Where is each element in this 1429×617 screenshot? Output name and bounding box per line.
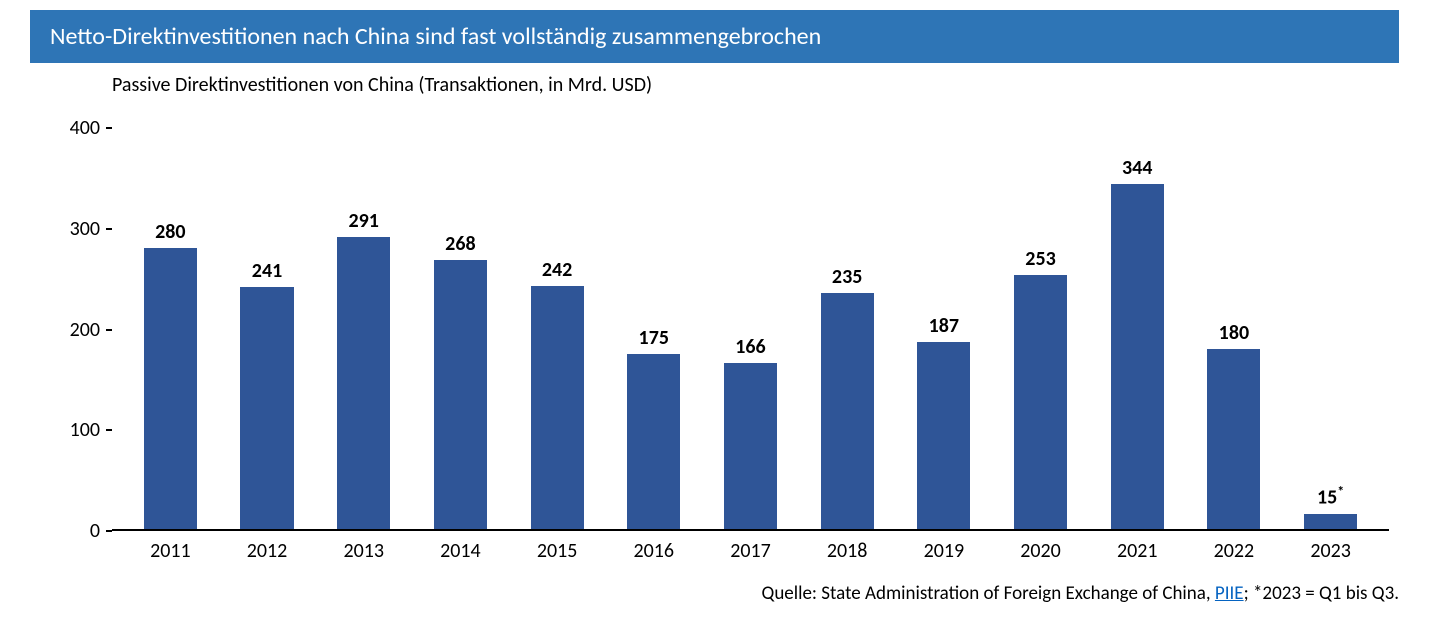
bar-slot: 175 [605,128,702,529]
bar-value-label: 180 [1219,321,1249,345]
y-tick-mark [106,429,112,431]
bar: 253 [1014,275,1067,529]
y-tick-label: 0 [30,519,100,543]
bar-value-label: 187 [929,314,959,338]
y-tick-label: 300 [30,217,100,241]
bar-slot: 15* [1282,128,1379,529]
y-tick-label: 100 [30,418,100,442]
bar-slot: 344 [1089,128,1186,529]
bar-slot: 242 [509,128,606,529]
bar: 175 [627,354,680,529]
bar-value-label: 242 [542,258,572,282]
x-tick-label: 2013 [315,535,412,567]
x-tick-label: 2016 [605,535,702,567]
bar-slot: 241 [219,128,316,529]
x-tick-label: 2022 [1186,535,1283,567]
bar-value-label: 166 [735,335,765,359]
bar-value-label: 15* [1317,483,1344,510]
bar-slot: 235 [799,128,896,529]
bar-slot: 253 [992,128,1089,529]
bars-container: 280 241 291 268 242 175 166 235 187 253 344 180 15* [112,128,1389,529]
x-tick-label: 2018 [799,535,896,567]
bar: 166 [724,363,777,529]
chart-title-bar: Netto-Direktinvestitionen nach China sin… [30,10,1399,63]
bar-value-label: 291 [348,209,378,233]
bar: 187 [917,342,970,529]
x-tick-label: 2020 [992,535,1089,567]
plot-area: 280 241 291 268 242 175 166 235 187 253 344 180 15* [112,128,1389,531]
bar-value-label: 280 [155,220,185,244]
x-tick-label: 2015 [509,535,606,567]
bar: 268 [434,260,487,529]
x-tick-label: 2019 [896,535,993,567]
chart-subtitle: Passive Direktinvestitionen von China (T… [112,73,1399,97]
y-tick-mark [106,530,112,532]
bar-slot: 180 [1186,128,1283,529]
x-axis-labels: 2011201220132014201520162017201820192020… [112,535,1389,567]
bar-slot: 187 [896,128,993,529]
bar-value-label: 253 [1025,247,1055,271]
bar: 280 [144,248,197,529]
bar: 344 [1111,184,1164,529]
source-link[interactable]: PIIE [1215,582,1244,605]
bar: 180 [1207,349,1260,529]
bar: 242 [531,286,584,529]
chart-title-text: Netto-Direktinvestitionen nach China sin… [50,22,821,51]
x-tick-label: 2011 [122,535,219,567]
x-tick-label: 2017 [702,535,799,567]
bar-slot: 268 [412,128,509,529]
x-tick-label: 2023 [1282,535,1379,567]
bar-slot: 166 [702,128,799,529]
bar: 235 [821,293,874,529]
bar-value-label: 268 [445,232,475,256]
chart-area: 28024129126824217516623518725334418015* … [30,128,1399,567]
bar-slot: 291 [315,128,412,529]
bar: 15* [1304,514,1357,529]
x-tick-label: 2014 [412,535,509,567]
source-line: Quelle: State Administration of Foreign … [762,582,1399,605]
source-prefix: Quelle: State Administration of Foreign … [762,582,1215,605]
bar-slot: 280 [122,128,219,529]
source-suffix: ; *2023 = Q1 bis Q3. [1244,582,1399,605]
y-tick-label: 200 [30,318,100,342]
bar: 291 [337,237,390,529]
y-tick-mark [106,127,112,129]
bar: 241 [240,287,293,529]
bar-value-label: 344 [1122,156,1152,180]
bar-value-label: 235 [832,265,862,289]
x-tick-label: 2012 [219,535,316,567]
y-tick-mark [106,228,112,230]
y-tick-mark [106,329,112,331]
bar-value-label: 241 [252,259,282,283]
bar-value-label: 175 [639,326,669,350]
x-tick-label: 2021 [1089,535,1186,567]
y-tick-label: 400 [30,116,100,140]
